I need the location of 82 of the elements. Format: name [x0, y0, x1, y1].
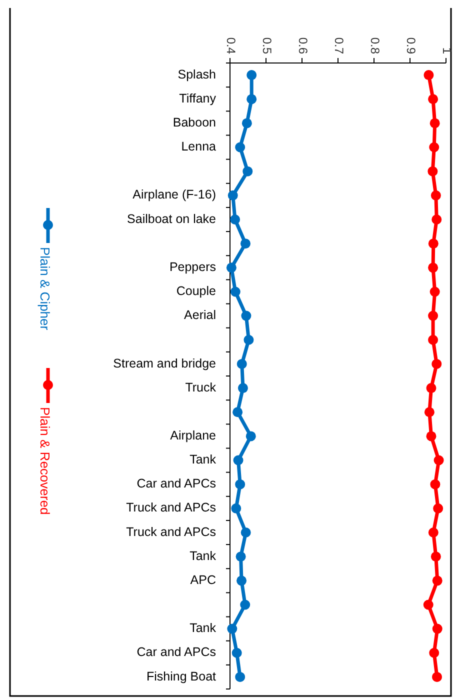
y-tick-label: Airplane (F-16): [132, 188, 216, 202]
point: [430, 552, 441, 562]
point: [429, 648, 440, 658]
point: [432, 672, 442, 682]
point: [433, 503, 444, 514]
point: [227, 624, 238, 634]
point: [428, 334, 438, 345]
point: [432, 624, 442, 634]
y-tick-label: Lenna: [181, 140, 216, 154]
x-tick-label: 0.8: [368, 37, 382, 54]
point: [242, 118, 252, 128]
point: [430, 118, 440, 128]
point: [235, 479, 246, 490]
point: [242, 166, 253, 176]
x-tick-label: 0.9: [404, 37, 418, 54]
point: [426, 383, 436, 394]
point: [428, 166, 438, 176]
point: [240, 528, 251, 538]
point: [424, 70, 434, 80]
y-tick-label: Airplane: [170, 428, 216, 442]
x-tick-label: 0.4: [224, 37, 238, 54]
point: [246, 94, 257, 104]
point: [424, 407, 434, 418]
point: [235, 142, 246, 152]
point: [235, 672, 246, 682]
point: [230, 214, 240, 224]
point: [230, 286, 240, 297]
y-tick-label: Sailboat on lake: [127, 212, 216, 226]
y-tick-label: Tank: [190, 621, 217, 636]
y-tick-label: Splash: [178, 67, 216, 82]
y-tick-label: Tank: [190, 548, 217, 563]
y-tick-label: Truck: [185, 380, 217, 394]
point: [432, 358, 442, 369]
y-tick-label: Truck and APCs: [126, 524, 216, 539]
y-tick-label: Peppers: [169, 260, 216, 274]
point: [236, 552, 246, 562]
point: [423, 600, 434, 610]
point: [428, 262, 438, 273]
y-tick-label: Tiffany: [179, 91, 217, 106]
y-tick-label: Tank: [190, 452, 217, 467]
point: [238, 383, 248, 394]
point: [240, 600, 250, 610]
point: [241, 310, 252, 321]
point: [228, 190, 238, 200]
point: [430, 190, 441, 200]
point: [226, 262, 236, 273]
point: [240, 238, 250, 249]
point: [246, 70, 257, 80]
point: [434, 455, 444, 466]
y-tick-label: Car and APCs: [136, 645, 216, 660]
point: [236, 358, 247, 369]
point: [246, 431, 256, 442]
y-tick-label: Stream and bridge: [113, 356, 216, 370]
y-tick-label: APC: [190, 572, 216, 587]
point: [428, 94, 438, 104]
point: [432, 214, 442, 224]
point: [233, 455, 244, 466]
point: [232, 407, 243, 418]
x-tick-label: 0.6: [296, 37, 310, 54]
y-tick-label: Baboon: [172, 115, 216, 130]
point: [232, 648, 242, 658]
y-tick-label: Truck and APCs: [126, 500, 216, 515]
point: [428, 238, 438, 249]
point: [428, 310, 438, 321]
point: [432, 576, 442, 586]
y-tick-label: Fishing Boat: [146, 669, 217, 684]
point: [429, 142, 440, 152]
point: [430, 286, 440, 297]
point: [231, 503, 242, 514]
y-tick-label: Couple: [176, 284, 216, 298]
point: [236, 576, 247, 586]
point: [426, 431, 436, 442]
x-tick-label: 0.7: [332, 37, 346, 54]
point: [244, 334, 254, 345]
x-tick-label: 1: [440, 47, 453, 54]
text: Plain & Recovered: [38, 407, 53, 515]
text: Plain & Cipher: [38, 247, 53, 331]
x-tick-label: 0.5: [260, 37, 274, 54]
y-tick-label: Car and APCs: [136, 476, 216, 491]
point: [430, 479, 440, 490]
point: [428, 528, 438, 538]
y-tick-label: Aerial: [184, 308, 216, 322]
